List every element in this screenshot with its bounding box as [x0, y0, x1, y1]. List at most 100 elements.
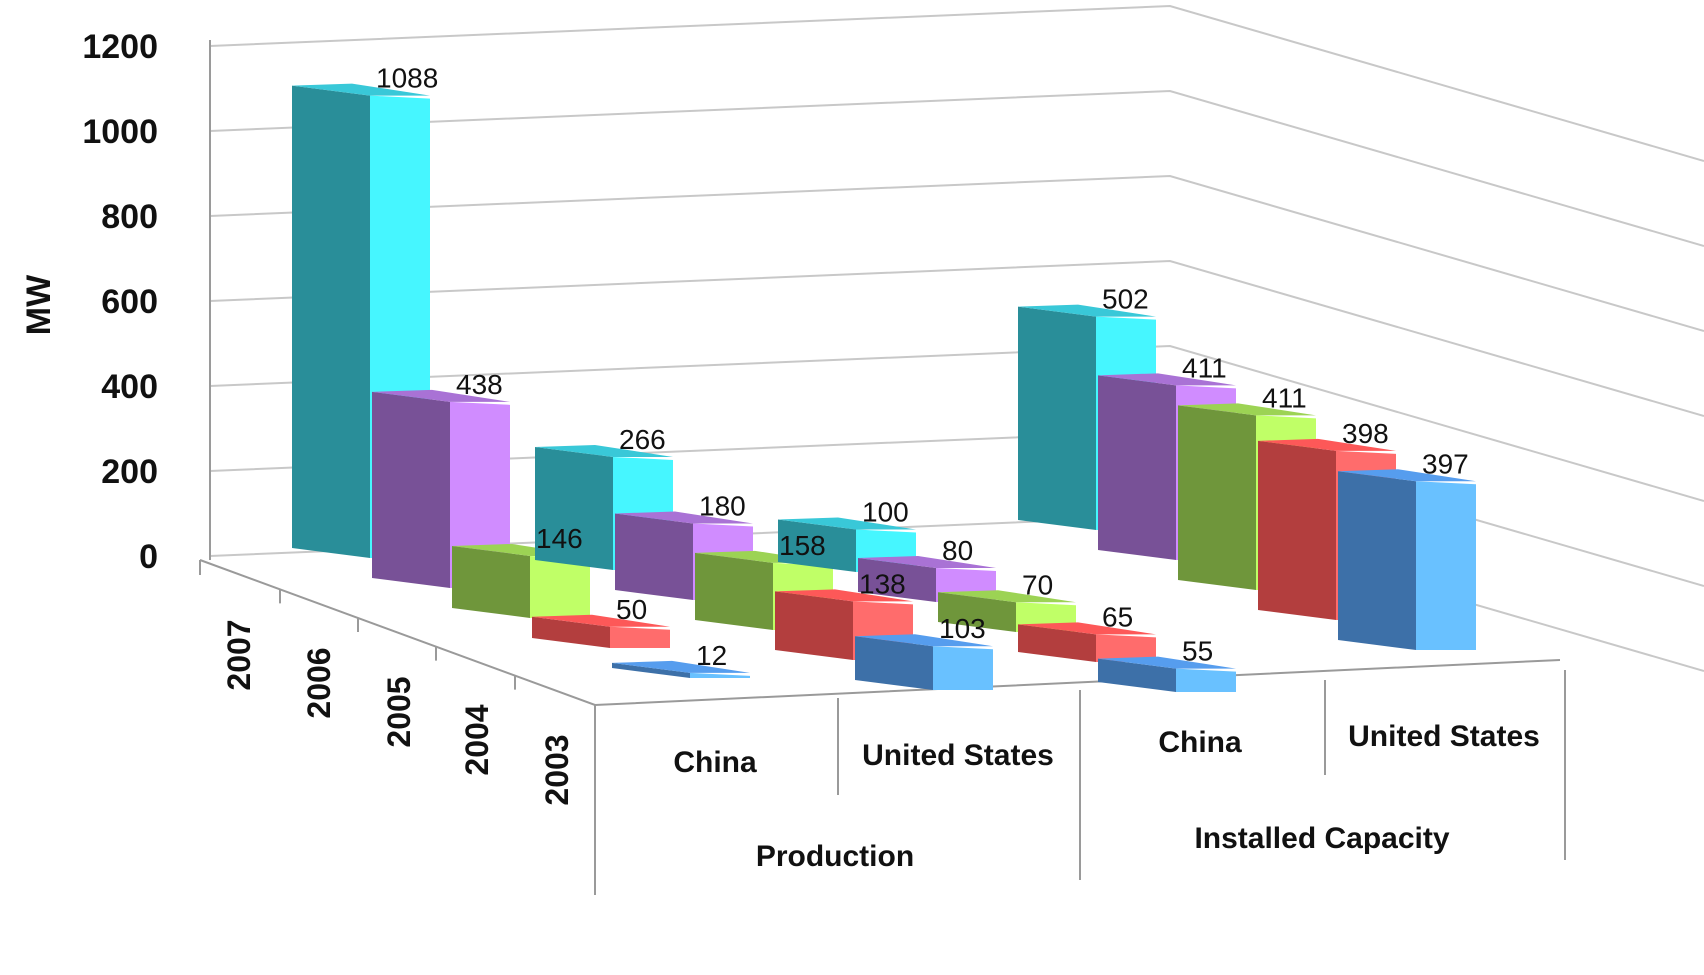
- bar-front: [778, 519, 856, 572]
- bar: [1338, 469, 1476, 650]
- category-label: China: [673, 746, 757, 779]
- bar-front: [1018, 306, 1096, 530]
- bar-top: [615, 511, 753, 524]
- data-label: 266: [619, 424, 666, 455]
- year-label: 2005: [381, 676, 417, 747]
- bar-top: [855, 634, 993, 647]
- group-label: Production: [756, 840, 914, 873]
- gridline: [209, 4, 1704, 162]
- bar-side: [530, 555, 590, 618]
- bar: [372, 389, 510, 588]
- data-label: 100: [862, 497, 909, 528]
- bar-front: [612, 662, 690, 678]
- gridline: [209, 259, 1704, 417]
- bar-top: [938, 590, 1076, 603]
- data-label: 438: [456, 369, 503, 400]
- category-label: United States: [862, 739, 1054, 772]
- bar-front: [452, 545, 530, 618]
- data-label: 12: [696, 640, 727, 671]
- data-label: 397: [1422, 448, 1469, 479]
- gridline: [209, 89, 1704, 247]
- year-label: 2006: [301, 647, 337, 718]
- bar-side: [690, 672, 750, 678]
- bar-front: [695, 552, 773, 630]
- bar-top: [778, 517, 916, 530]
- data-label: 411: [1182, 352, 1227, 383]
- y-tick-label: 800: [101, 198, 158, 236]
- bar-top: [612, 660, 750, 673]
- data-label: 70: [1022, 569, 1053, 600]
- bar-front: [775, 591, 853, 660]
- bar-side: [1096, 634, 1156, 662]
- bar-front: [1178, 405, 1256, 590]
- bar-top: [1258, 438, 1396, 451]
- axes: [199, 40, 1566, 895]
- y-tick-label: 1000: [82, 113, 158, 151]
- bar-top: [1338, 469, 1476, 482]
- bar: [612, 660, 750, 678]
- bar: [532, 614, 670, 648]
- category-label: China: [1158, 726, 1242, 759]
- bar-front: [615, 513, 693, 600]
- bar-side: [933, 646, 993, 690]
- data-label: 398: [1342, 418, 1389, 449]
- bar-front: [858, 558, 936, 602]
- bar-top: [1018, 622, 1156, 635]
- bar-front: [535, 446, 613, 570]
- bar: [855, 634, 993, 690]
- bar-front: [1258, 440, 1336, 620]
- data-label: 146: [536, 523, 583, 554]
- data-label: 180: [699, 491, 746, 522]
- bar-front: [292, 85, 370, 558]
- y-tick-label: 0: [139, 538, 158, 576]
- bar: [452, 543, 590, 618]
- data-label: 502: [1102, 284, 1149, 315]
- bar-front: [855, 636, 933, 690]
- bar-top: [1098, 656, 1236, 669]
- category-label: United States: [1348, 720, 1540, 753]
- gridlines: [209, 4, 1704, 672]
- bar: [1018, 622, 1156, 662]
- bar-side: [1416, 481, 1476, 650]
- data-label: 138: [859, 568, 906, 599]
- y-tick-label: 600: [101, 283, 158, 321]
- bar-side: [610, 626, 670, 648]
- bar-front: [1338, 471, 1416, 650]
- bar-top: [532, 614, 670, 627]
- year-label: 2004: [459, 704, 495, 775]
- bar-top: [1098, 373, 1236, 386]
- bar-top: [775, 589, 913, 602]
- gridline: [209, 174, 1704, 332]
- data-label: 103: [939, 613, 986, 644]
- data-label: 80: [942, 535, 973, 566]
- bar-front: [532, 616, 610, 648]
- bar-side: [1176, 668, 1236, 692]
- y-axis-label: MW: [20, 274, 58, 335]
- axis-text: 0 200 400 600 800 1000 1200 MW China United State…: [20, 28, 1540, 873]
- data-label: 1088: [376, 63, 438, 94]
- year-label: 2007: [221, 619, 257, 690]
- data-label: 158: [779, 530, 826, 561]
- data-label: 55: [1182, 636, 1213, 667]
- year-label: 2003: [539, 734, 575, 805]
- y-tick-label: 400: [101, 368, 158, 406]
- data-label: 65: [1102, 601, 1133, 632]
- data-labels: 1088 438 146 50 12 266 180 158 138 103 100 80 70 65 55…: [376, 63, 1469, 671]
- bar-front: [938, 592, 1016, 632]
- data-label: 411: [1262, 382, 1307, 413]
- y-tick-label: 200: [101, 453, 158, 491]
- group-label: Installed Capacity: [1194, 822, 1449, 855]
- bar-side: [450, 401, 510, 588]
- bar: [1098, 656, 1236, 692]
- y-tick-label: 1200: [82, 28, 158, 66]
- bar-front: [1098, 658, 1176, 692]
- bar-top: [1178, 403, 1316, 416]
- bar-front: [1098, 375, 1176, 560]
- bar-front: [1018, 624, 1096, 662]
- bar-front: [372, 391, 450, 588]
- bars: [292, 83, 1476, 692]
- bar-top: [372, 389, 510, 402]
- bar-top: [535, 444, 673, 457]
- bar-top: [292, 83, 430, 96]
